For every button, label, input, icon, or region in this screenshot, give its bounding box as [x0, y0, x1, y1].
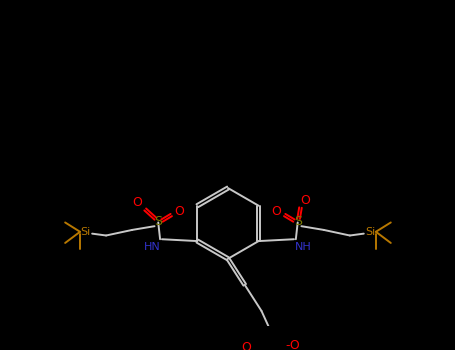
Text: O: O	[175, 205, 185, 218]
Text: O: O	[132, 196, 142, 209]
Text: HN: HN	[144, 241, 161, 252]
Text: O: O	[242, 341, 252, 350]
Text: O: O	[271, 205, 281, 218]
Text: Si: Si	[365, 227, 375, 237]
Text: O: O	[300, 194, 310, 206]
Text: NH: NH	[295, 241, 312, 252]
Text: Si: Si	[81, 227, 91, 237]
Text: S: S	[293, 215, 302, 228]
Text: S: S	[154, 215, 162, 228]
Text: -O: -O	[286, 339, 300, 350]
